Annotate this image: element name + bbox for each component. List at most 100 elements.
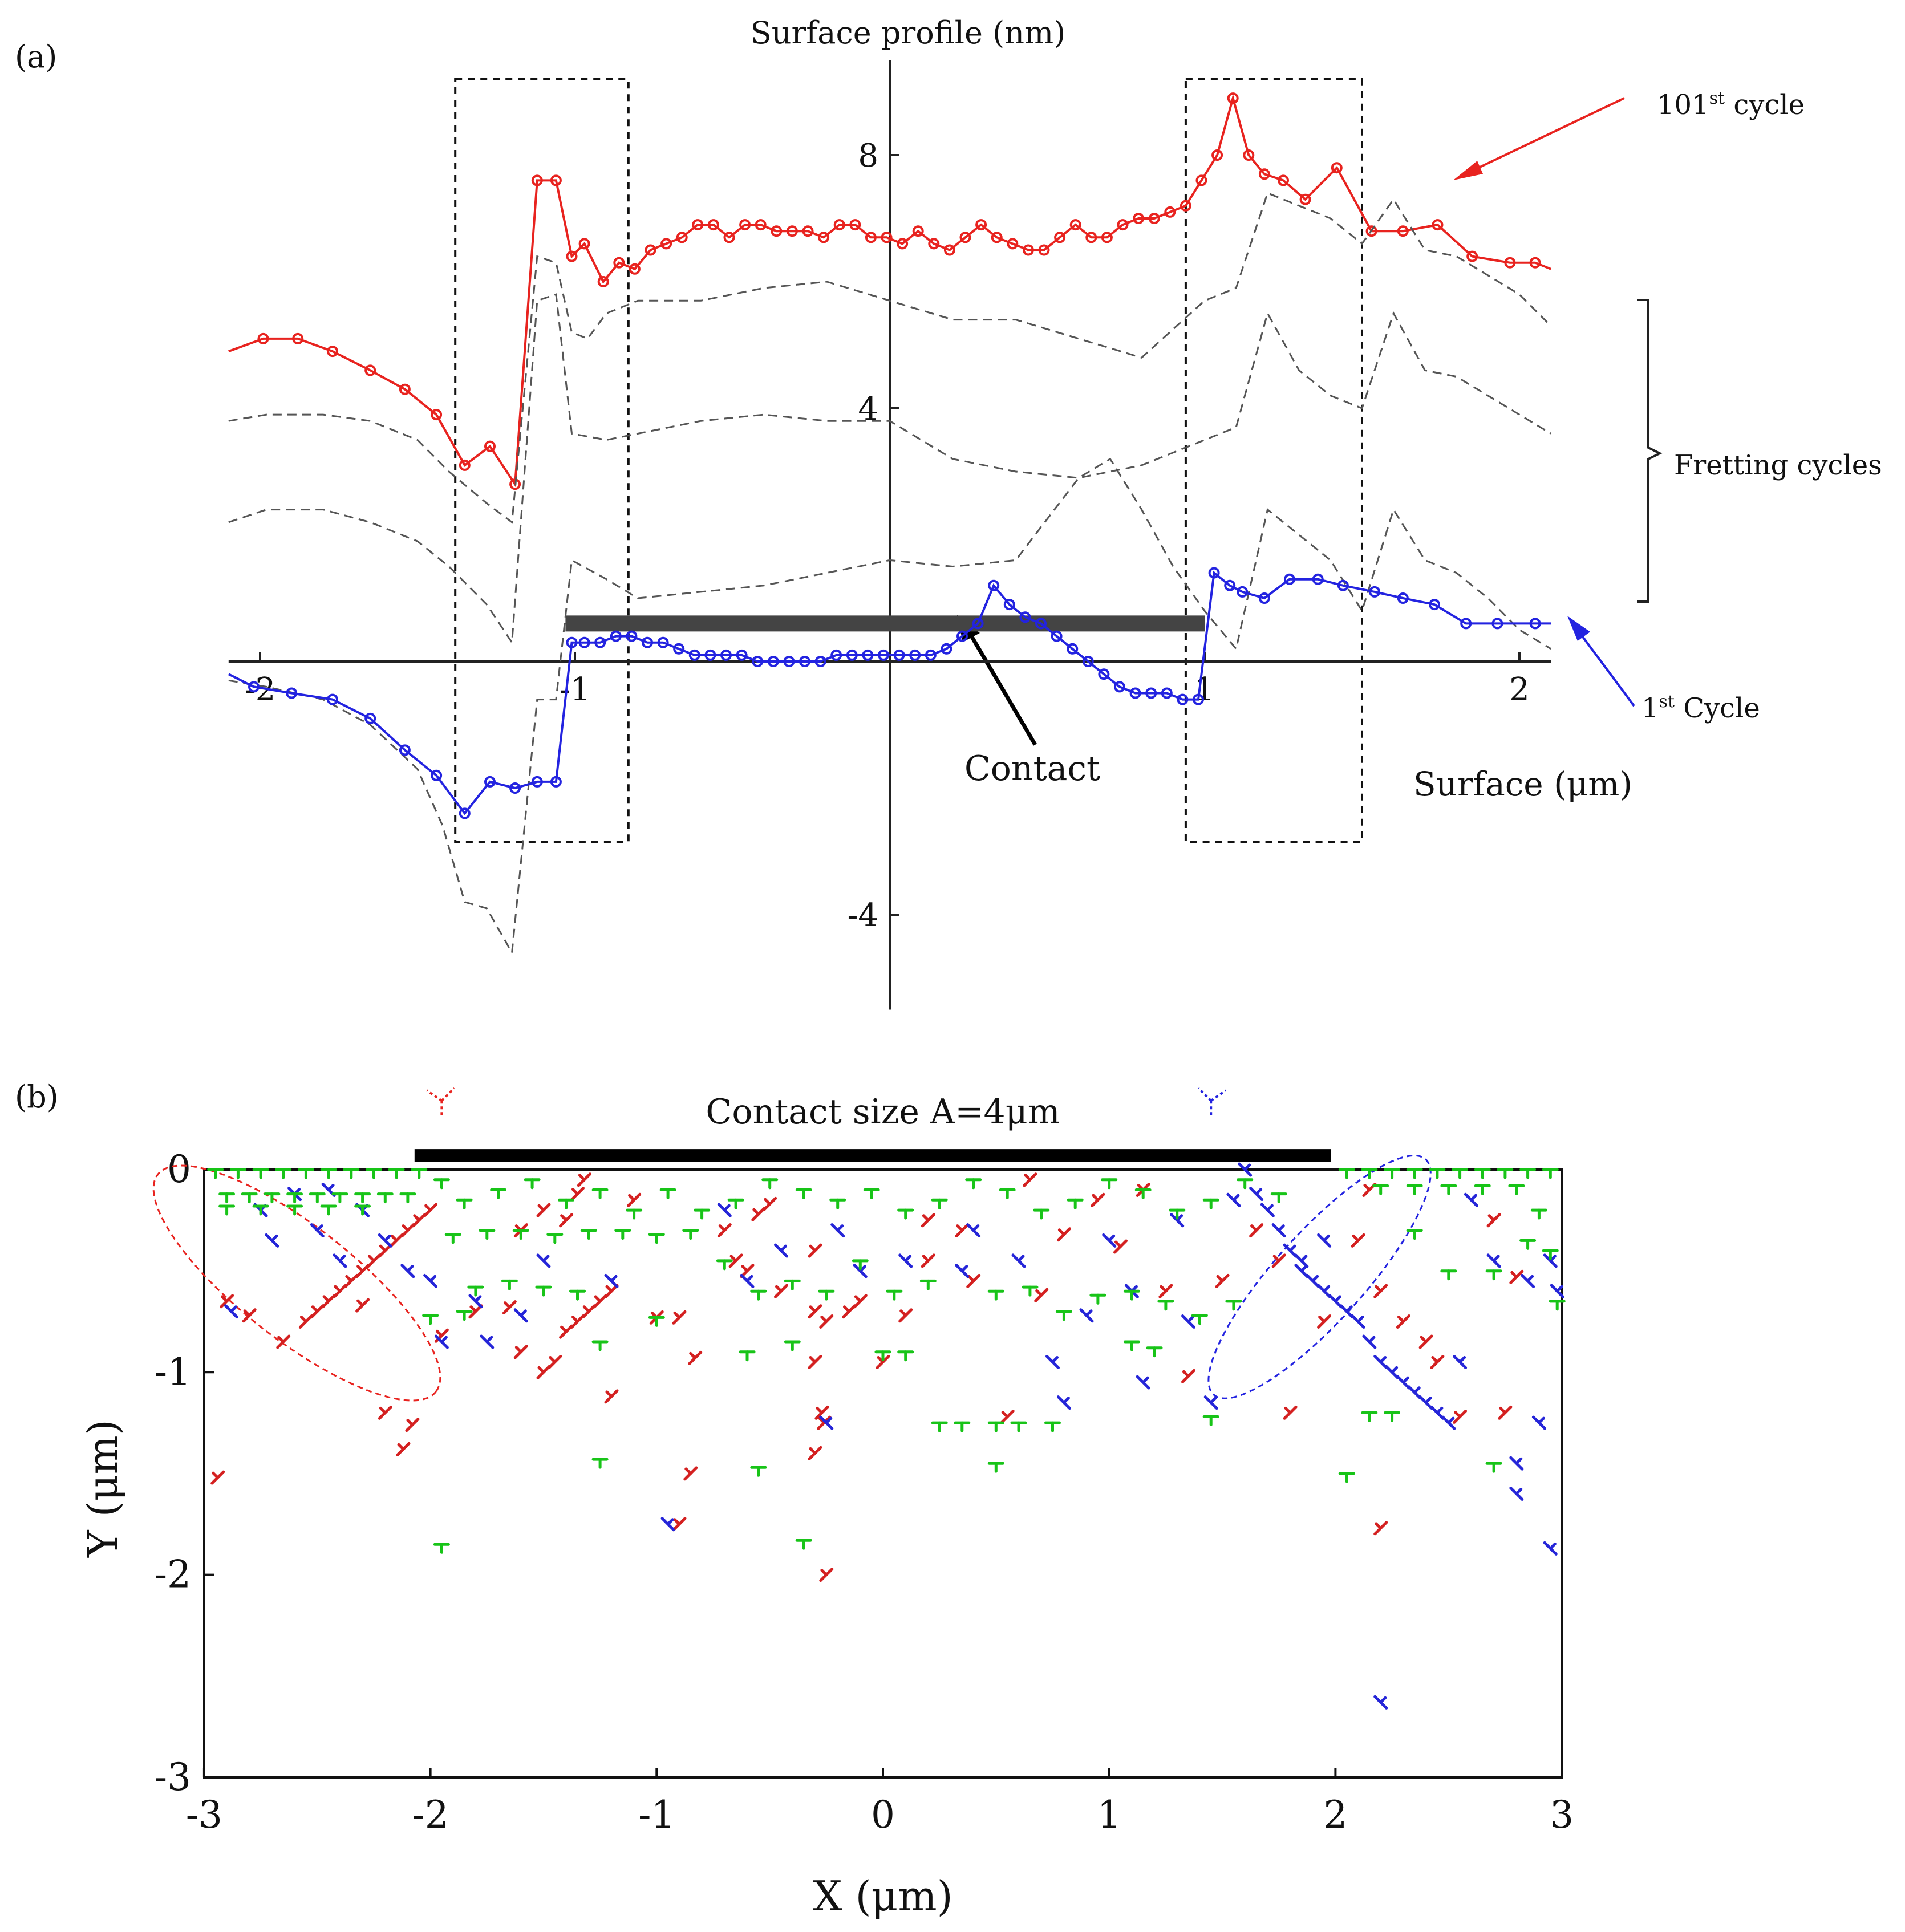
green-dislocation	[863, 1188, 880, 1199]
green-dislocation	[1361, 1168, 1378, 1179]
blue-dislocation	[774, 1243, 788, 1258]
green-dislocation	[275, 1168, 292, 1179]
green-dislocation	[987, 1289, 1004, 1301]
data-point	[399, 383, 411, 395]
panel-b-ytick-label: -3	[155, 1755, 191, 1799]
green-dislocation	[546, 1233, 564, 1244]
blue-dislocation	[1306, 1273, 1320, 1288]
red-dislocation	[683, 1466, 698, 1481]
red-dislocation	[808, 1446, 822, 1460]
red-dislocation	[740, 1264, 755, 1278]
green-dislocation	[524, 1178, 541, 1190]
green-dislocation	[999, 1188, 1016, 1199]
data-point	[755, 219, 767, 231]
panel-a-label: (a)	[15, 39, 57, 75]
data-point	[912, 225, 924, 237]
green-dislocation	[1202, 1415, 1219, 1426]
red-dislocation	[405, 1418, 420, 1432]
green-dislocation	[739, 1350, 756, 1362]
green-dislocation	[331, 1192, 348, 1204]
green-dislocation	[479, 1229, 496, 1240]
green-dislocation	[614, 1229, 631, 1240]
red-dislocation	[774, 1284, 788, 1298]
red-dislocation	[502, 1300, 517, 1315]
red-dislocation	[536, 1203, 551, 1217]
blue-cluster-ellipse	[1207, 1154, 1432, 1399]
data-point	[736, 649, 748, 661]
red-dislocation	[672, 1310, 687, 1325]
blue-dislocation	[830, 1223, 845, 1238]
data-point	[909, 649, 921, 661]
blue-dislocation	[1373, 1695, 1388, 1710]
fretting-cycles-brace	[1637, 299, 1663, 603]
blue-dislocation	[1543, 1541, 1558, 1556]
blue-dislocation	[740, 1273, 755, 1288]
red-dislocation	[604, 1389, 619, 1404]
red-dislocation	[876, 1355, 890, 1369]
blue-dislocation	[1136, 1375, 1150, 1390]
data-point	[660, 238, 672, 250]
blue-dislocation	[400, 1264, 415, 1278]
data-point	[257, 332, 269, 344]
green-dislocation	[535, 1285, 552, 1297]
data-point	[783, 656, 795, 667]
green-dislocation	[343, 1168, 360, 1179]
red-dislocation	[310, 1304, 325, 1319]
blue-dislocation	[468, 1294, 483, 1309]
data-point	[578, 238, 590, 250]
green-dislocation	[784, 1279, 801, 1290]
green-dislocation	[252, 1204, 269, 1216]
green-dislocation	[354, 1204, 371, 1216]
data-point	[1101, 232, 1113, 243]
red-dislocation	[819, 1568, 834, 1582]
data-point	[657, 636, 669, 648]
green-dislocation	[218, 1204, 236, 1216]
data-point	[286, 687, 298, 699]
red-dislocation	[344, 1273, 359, 1288]
red-dislocation	[570, 1314, 585, 1329]
data-point	[597, 276, 609, 287]
panel-b-xlabel: X (μm)	[813, 1872, 952, 1920]
series-line-fretting-cycle-3	[228, 457, 1551, 956]
panel-b-xtick-label: 0	[871, 1793, 895, 1837]
green-dislocation	[1519, 1168, 1537, 1179]
green-dislocation	[320, 1168, 337, 1179]
data-point	[1227, 92, 1239, 104]
red-dislocation	[898, 1308, 913, 1323]
data-point	[723, 232, 735, 243]
green-dislocation	[490, 1188, 507, 1199]
red-dislocation	[966, 1273, 981, 1288]
red-dislocation	[389, 1233, 404, 1248]
data-point	[1208, 567, 1220, 579]
data-point	[1145, 687, 1157, 699]
red-dislocation	[220, 1294, 234, 1309]
red-dislocation	[513, 1345, 528, 1359]
green-dislocation	[252, 1168, 269, 1179]
data-point	[720, 649, 732, 661]
red-dislocation	[1271, 1253, 1286, 1268]
red-dislocation	[1486, 1213, 1501, 1228]
cycle-101-arrow	[1453, 97, 1625, 180]
green-dislocation	[512, 1229, 529, 1240]
contact-size-label: Contact size A=4μm	[706, 1092, 1060, 1132]
data-point	[1491, 618, 1503, 630]
green-dislocation	[1372, 1184, 1389, 1195]
data-point	[707, 219, 719, 231]
data-point	[881, 232, 893, 243]
data-point	[509, 782, 521, 794]
data-point	[248, 681, 260, 693]
green-dislocation	[1101, 1178, 1118, 1190]
green-dislocation	[761, 1178, 779, 1190]
green-dislocation	[694, 1208, 711, 1220]
green-dislocation	[954, 1421, 971, 1432]
red-dislocation	[1158, 1284, 1173, 1298]
red-dislocation	[955, 1223, 970, 1238]
panel-a-ytick-label: -4	[847, 897, 878, 934]
blue-dislocation	[1011, 1253, 1026, 1268]
blue-dislocation	[1339, 1304, 1354, 1319]
blue-dislocation	[1328, 1294, 1343, 1309]
green-dislocation	[1022, 1285, 1039, 1297]
blue-dislocation	[1464, 1192, 1478, 1207]
red-dislocation	[1215, 1273, 1230, 1288]
data-point	[846, 649, 858, 661]
